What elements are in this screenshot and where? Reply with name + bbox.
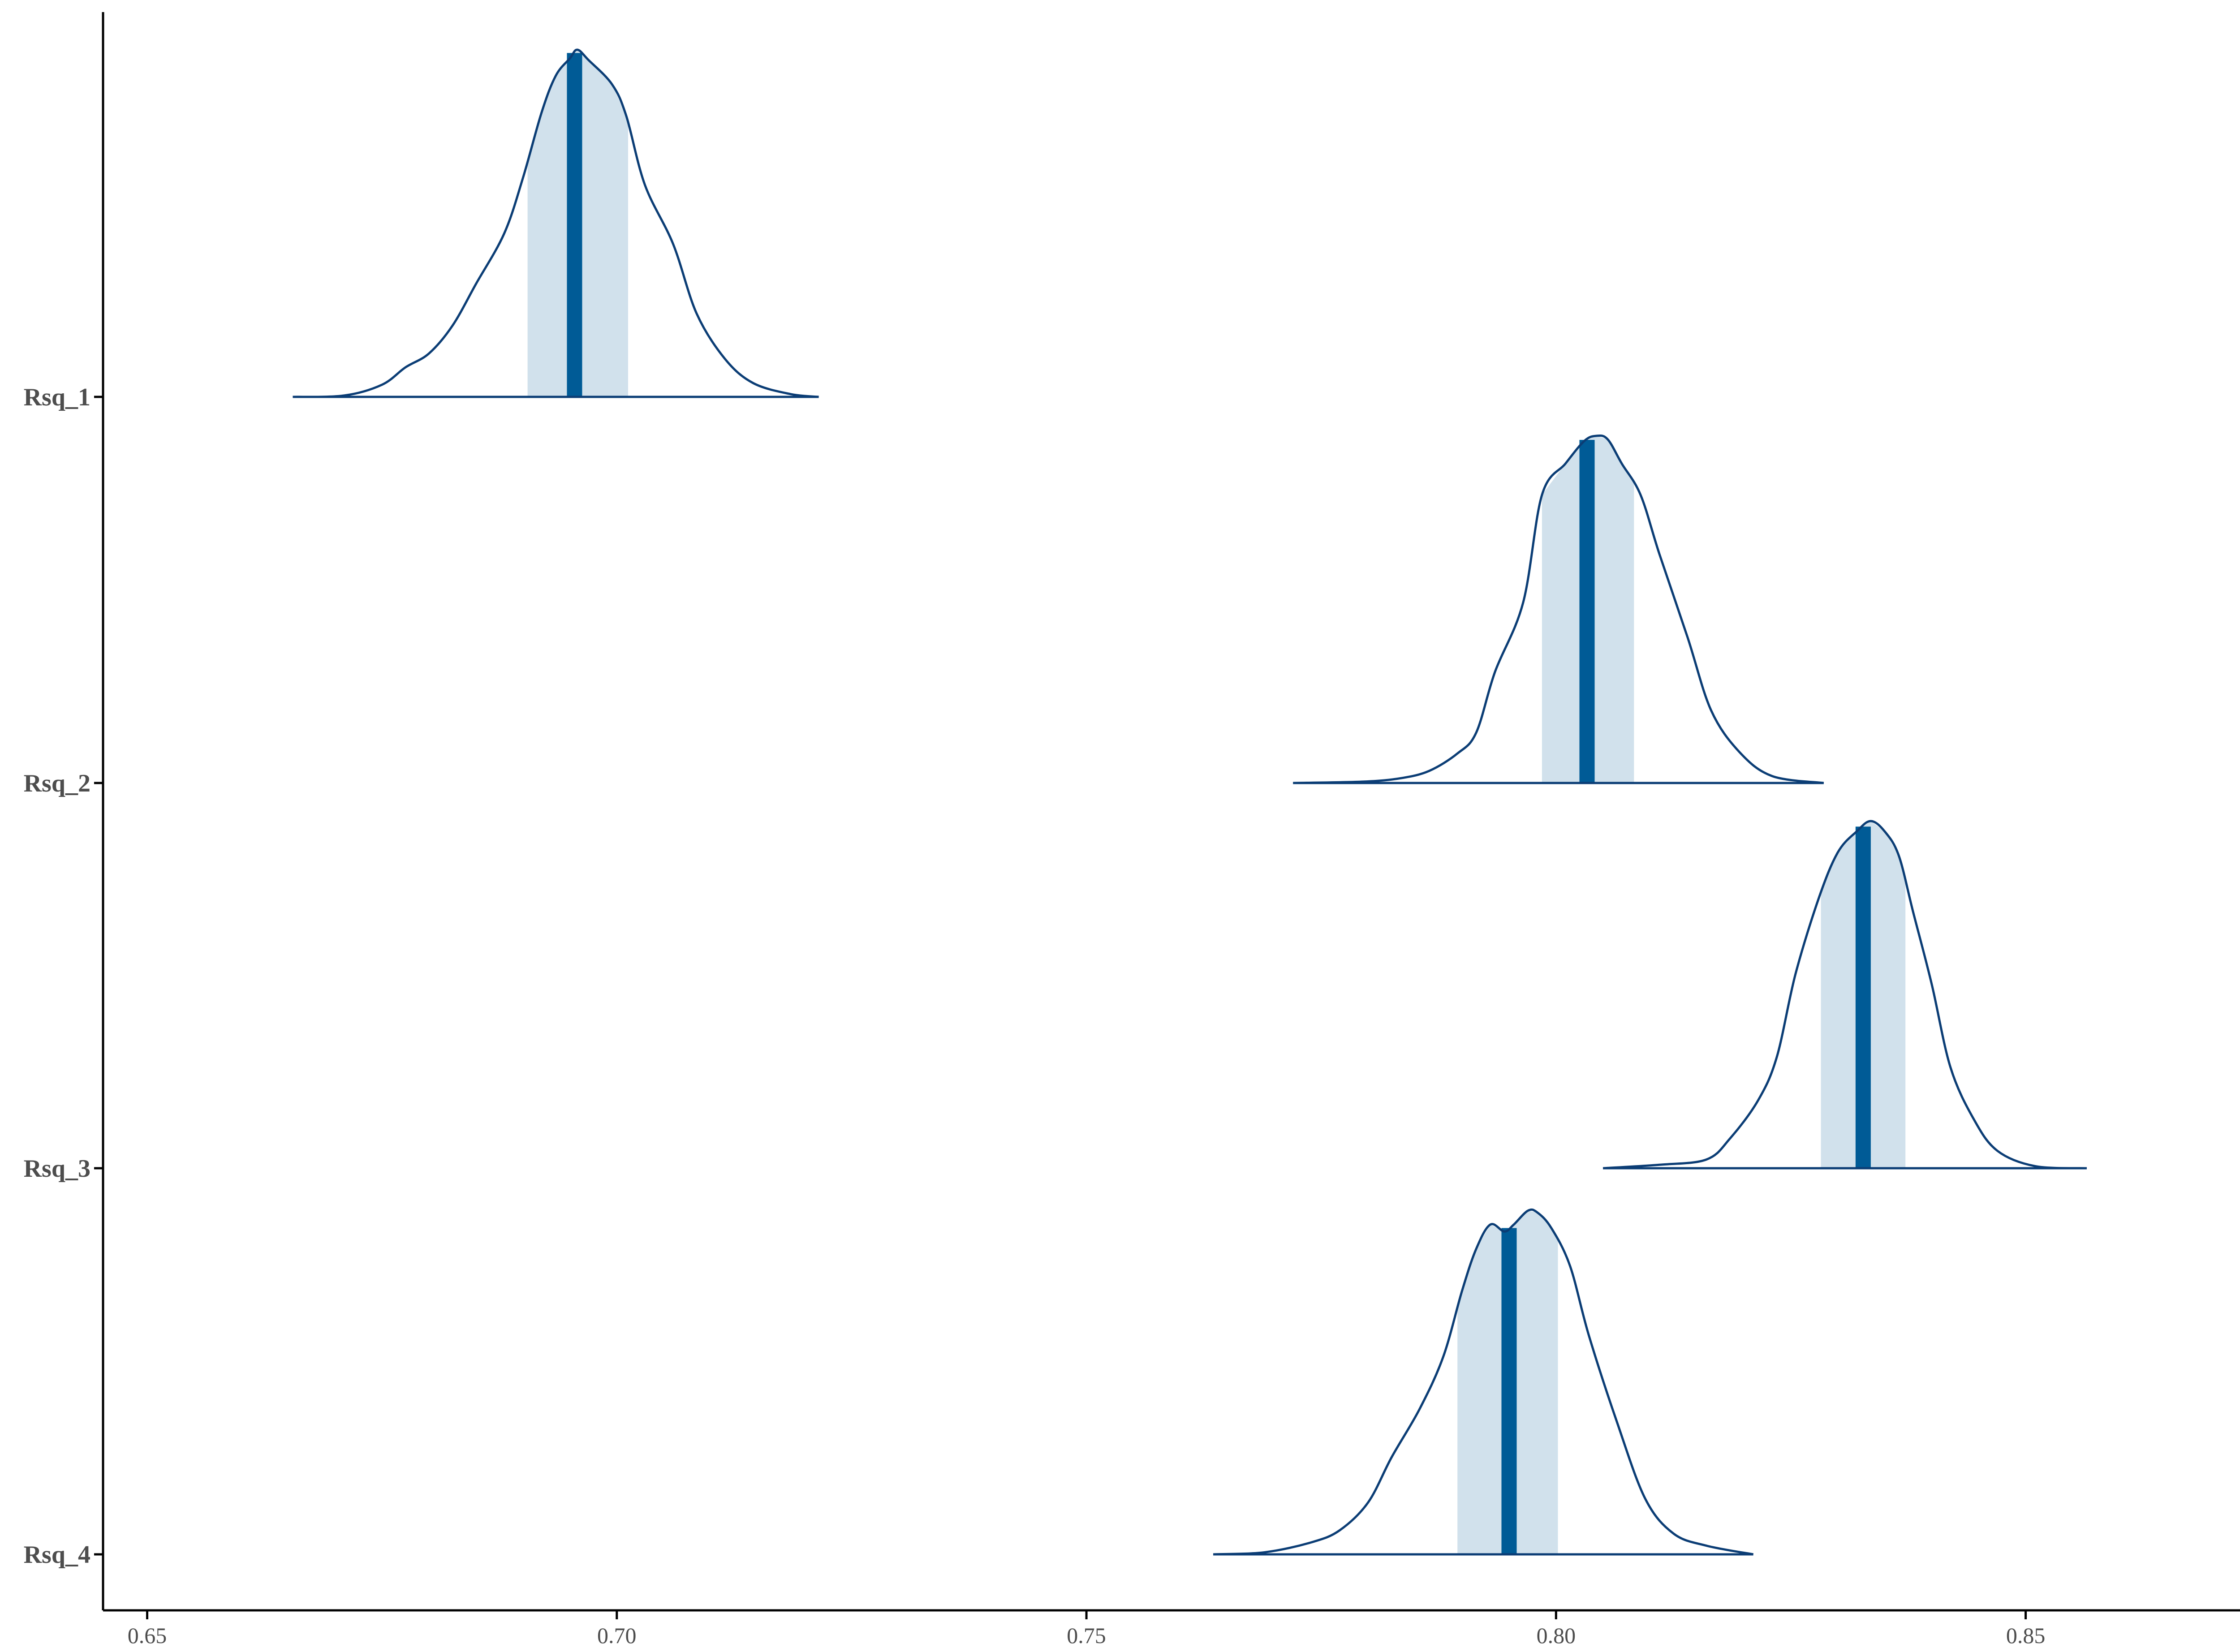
- density-curve: [1293, 434, 1824, 784]
- y-tick-label: Rsq_1: [24, 383, 90, 411]
- y-tick-label: Rsq_3: [24, 1155, 90, 1183]
- ridges-layer: [293, 48, 2087, 1556]
- x-tick-label: 0.80: [1537, 1623, 1576, 1648]
- density-curve: [1602, 820, 2087, 1170]
- y-axis-ticks: Rsq_1 Rsq_2 Rsq_3 Rsq_4: [24, 383, 103, 1569]
- x-tick-label: 0.65: [128, 1623, 167, 1648]
- ridge-rsq-1: [293, 48, 819, 398]
- y-tick-label: Rsq_4: [24, 1541, 90, 1569]
- x-axis-ticks: 0.65 0.70 0.75 0.80 0.85: [128, 1610, 2046, 1648]
- x-tick-label: 0.75: [1067, 1623, 1106, 1648]
- ridge-rsq-2: [1293, 434, 1824, 784]
- ridge-rsq-3: [1602, 820, 2087, 1170]
- density-curve: [293, 48, 819, 398]
- x-tick-label: 0.70: [597, 1623, 637, 1648]
- density-curve: [1213, 1208, 1754, 1556]
- y-tick-label: Rsq_2: [24, 770, 90, 797]
- ridge-rsq-4: [1213, 1208, 1754, 1556]
- x-tick-label: 0.85: [2006, 1623, 2046, 1648]
